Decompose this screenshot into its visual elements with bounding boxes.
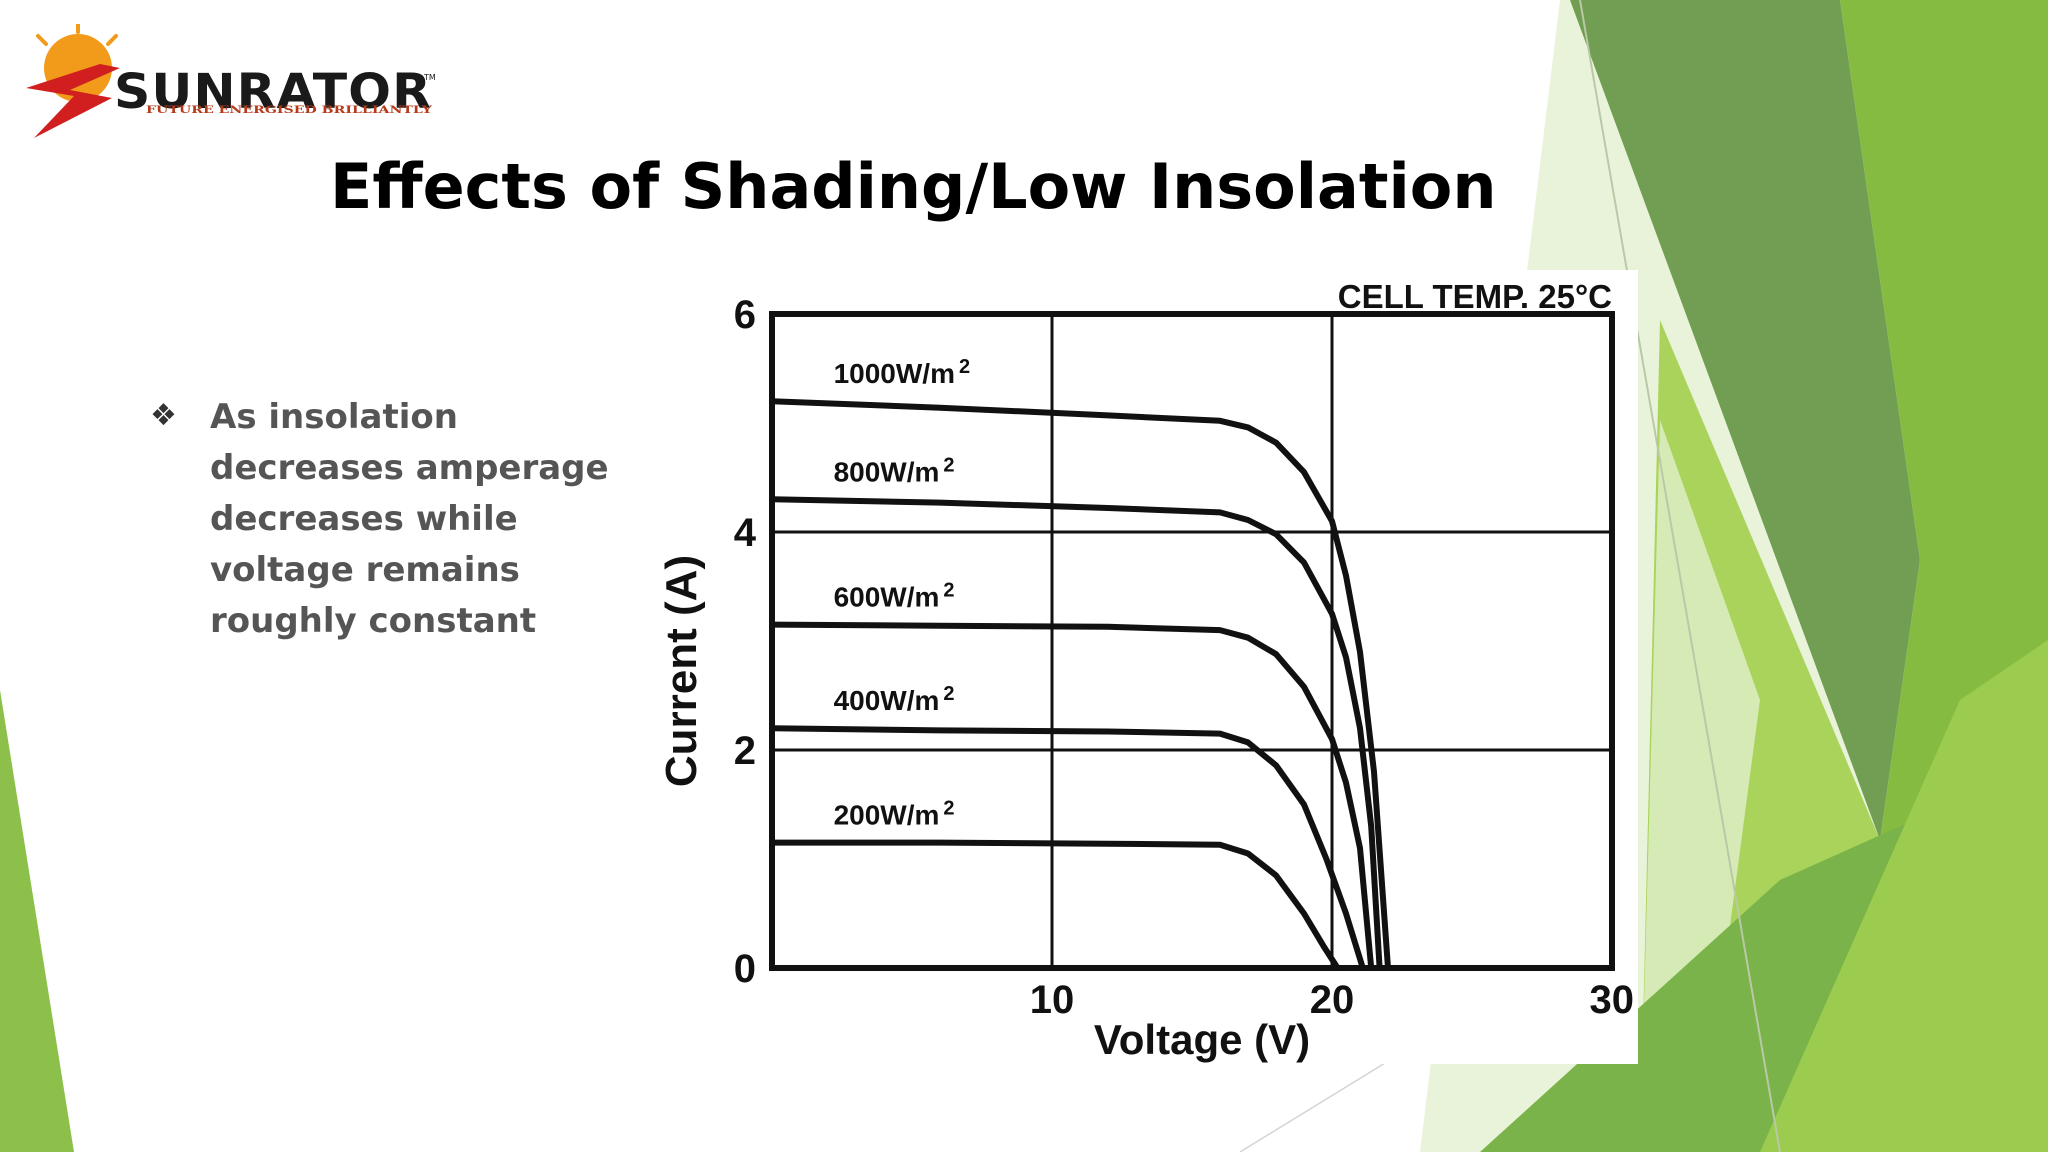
series-label: 400W/m 2 bbox=[834, 683, 955, 716]
series-label-superscript: 2 bbox=[943, 683, 954, 705]
bullet-list: ❖ As insolation decreases amperage decre… bbox=[150, 392, 650, 647]
logo-trademark: TM bbox=[423, 73, 436, 82]
series-curve bbox=[769, 398, 1391, 971]
series-label: 200W/m 2 bbox=[834, 798, 955, 831]
series-label-superscript: 2 bbox=[943, 798, 954, 820]
logo-sun-rays bbox=[36, 24, 118, 46]
y-axis-label: Current (A) bbox=[657, 555, 706, 787]
logo-tagline: FUTURE ENERGISED BRILLIANTLY bbox=[146, 105, 433, 116]
series-label-superscript: 2 bbox=[959, 356, 970, 378]
deco-thin-line bbox=[1579, 0, 1781, 1152]
series-label-text: 600W/m bbox=[834, 582, 940, 613]
bottom-right-facet-light bbox=[1760, 640, 2048, 1152]
iv-curve-chart: 0 2 4 6 10 20 30 Voltage (V) Current (A) CELL TEM… bbox=[657, 278, 1635, 1063]
series-label-text: 200W/m bbox=[834, 800, 940, 831]
series-curve bbox=[769, 621, 1375, 971]
y-tick-label: 2 bbox=[734, 729, 756, 773]
deco-thin-line bbox=[1239, 1059, 1391, 1152]
bullet-text: As insolation decreases amperage decreas… bbox=[210, 397, 609, 641]
sunrator-logo: SUNRATOR TM FUTURE ENERGISED BRILLIANTLY bbox=[26, 24, 436, 138]
series-curve bbox=[769, 725, 1366, 971]
y-tick-label: 0 bbox=[734, 947, 756, 991]
y-tick-label: 4 bbox=[734, 511, 757, 555]
logo-bolt-icon bbox=[26, 64, 120, 138]
series-curve bbox=[769, 839, 1341, 971]
x-tick-label: 30 bbox=[1590, 978, 1635, 1022]
x-axis-label: Voltage (V) bbox=[1094, 1016, 1310, 1063]
series-label-text: 1000W/m bbox=[834, 358, 955, 389]
series-label-superscript: 2 bbox=[943, 454, 954, 476]
x-tick-label: 10 bbox=[1030, 978, 1075, 1022]
series-label-text: 800W/m bbox=[834, 456, 940, 487]
cell-temp-annotation: CELL TEMP. 25°C bbox=[1338, 278, 1612, 315]
chart-panel: 0 2 4 6 10 20 30 Voltage (V) Current (A) CELL TEM… bbox=[636, 270, 1638, 1064]
plot-frame bbox=[769, 311, 1615, 971]
logo-wordmark: SUNRATOR bbox=[114, 64, 432, 120]
series-label: 1000W/m 2 bbox=[834, 356, 971, 389]
series-label: 600W/m 2 bbox=[834, 580, 955, 613]
series-curve bbox=[769, 496, 1383, 971]
y-tick-label: 6 bbox=[734, 293, 756, 337]
slide-title: Effects of Shading/Low Insolation bbox=[330, 150, 1497, 223]
diamond-cluster-icon: ❖ bbox=[150, 398, 177, 433]
right-facet-dark bbox=[1570, 0, 1920, 840]
x-tick-label: 20 bbox=[1310, 978, 1355, 1022]
right-facet-pale2 bbox=[1640, 420, 1760, 1152]
series-label: 800W/m 2 bbox=[834, 454, 955, 487]
series-label-text: 400W/m bbox=[834, 685, 940, 716]
series-label-superscript: 2 bbox=[943, 580, 954, 602]
left-green-sliver bbox=[0, 690, 74, 1152]
